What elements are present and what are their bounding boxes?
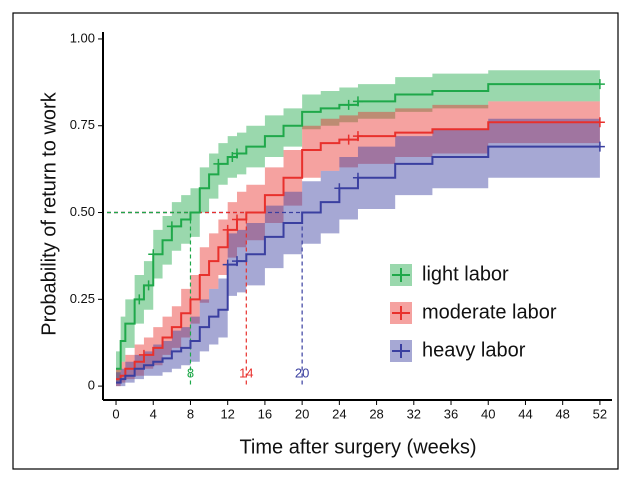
censor-mark (352, 172, 363, 183)
censor-mark (148, 249, 159, 260)
legend-symbol (392, 306, 410, 320)
censor-mark (352, 131, 363, 142)
censor-mark (143, 280, 154, 291)
x-tick-label: 36 (444, 406, 458, 421)
censor-mark (334, 183, 345, 194)
frame (12, 12, 619, 470)
legend-label: moderate labor (422, 301, 557, 323)
censor-mark (231, 214, 242, 225)
x-axis-title: Time after surgery (weeks) (239, 436, 476, 458)
x-tick-label: 16 (258, 406, 272, 421)
median-label: 14 (239, 366, 253, 381)
x-tick-label: 20 (295, 406, 309, 421)
legend-symbol (392, 344, 410, 358)
legend-label: heavy labor (422, 339, 526, 361)
y-tick-label: 0.25 (70, 291, 95, 306)
censor-mark (594, 79, 605, 90)
confidence-band (116, 101, 600, 387)
censor-mark (594, 141, 605, 152)
x-tick-label: 48 (555, 406, 569, 421)
x-tick-label: 32 (407, 406, 421, 421)
censor-mark (343, 99, 354, 110)
censor-mark (222, 224, 233, 235)
y-tick-label: 0.50 (70, 204, 95, 219)
x-tick-label: 52 (593, 406, 607, 421)
censor-mark (352, 96, 363, 107)
censor-mark (134, 294, 145, 305)
median-label: 20 (295, 366, 309, 381)
x-tick-label: 8 (187, 406, 194, 421)
y-axis-title: Probability of return to work (38, 91, 60, 335)
censor-mark (594, 117, 605, 128)
legend-symbol (392, 268, 410, 282)
x-tick-label: 0 (112, 406, 119, 421)
y-tick-label: 0 (88, 378, 95, 393)
x-tick-label: 24 (332, 406, 346, 421)
median-label: 8 (187, 366, 194, 381)
censor-mark (138, 349, 149, 360)
confidence-band (116, 70, 600, 383)
censor-mark (231, 148, 242, 159)
censor-mark (231, 256, 242, 267)
censor-mark (343, 134, 354, 145)
x-tick-label: 44 (518, 406, 532, 421)
x-tick-label: 40 (481, 406, 495, 421)
survival-curve (116, 145, 600, 384)
censor-mark (166, 221, 177, 232)
x-tick-label: 12 (220, 406, 234, 421)
x-tick-label: 4 (150, 406, 157, 421)
legend-label: light labor (422, 263, 509, 285)
y-tick-label: 1.00 (70, 30, 95, 45)
x-tick-label: 28 (369, 406, 383, 421)
y-tick-label: 0.75 (70, 117, 95, 132)
censor-mark (222, 259, 233, 270)
confidence-band (116, 118, 600, 387)
censor-mark (213, 158, 224, 169)
